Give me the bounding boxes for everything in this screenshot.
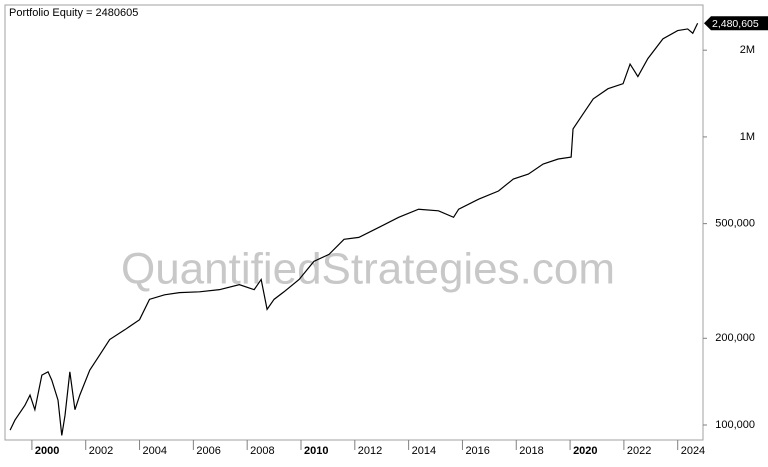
x-tick-label: 2000 [35, 445, 59, 457]
last-value-label: 2,480,605 [712, 18, 759, 30]
x-tick-label: 2014 [412, 445, 436, 457]
equity-line [9, 22, 699, 436]
y-tick-label: 2M [740, 44, 755, 56]
x-tick-label: 2024 [681, 445, 705, 457]
x-tick-label: 2002 [89, 445, 113, 457]
y-tick-label: 200,000 [715, 332, 755, 344]
last-value-tag [704, 16, 768, 31]
x-tick-label: 2016 [465, 445, 489, 457]
chart-title: Portfolio Equity = 2480605 [9, 7, 138, 19]
x-tick-label: 2006 [196, 445, 220, 457]
y-tick-label: 1M [740, 131, 755, 143]
x-tick-label: 2022 [627, 445, 651, 457]
x-tick-label: 2018 [519, 445, 543, 457]
y-tick-label: 500,000 [715, 218, 755, 230]
x-tick-label: 2010 [304, 445, 328, 457]
x-tick-label: 2008 [250, 445, 274, 457]
x-tick-label: 2004 [143, 445, 167, 457]
x-tick-label: 2020 [573, 445, 597, 457]
y-tick-label: 100,000 [715, 419, 755, 431]
x-tick-label: 2012 [358, 445, 382, 457]
watermark: QuantifiedStrategies.com [121, 245, 615, 294]
plot-frame [4, 4, 704, 441]
